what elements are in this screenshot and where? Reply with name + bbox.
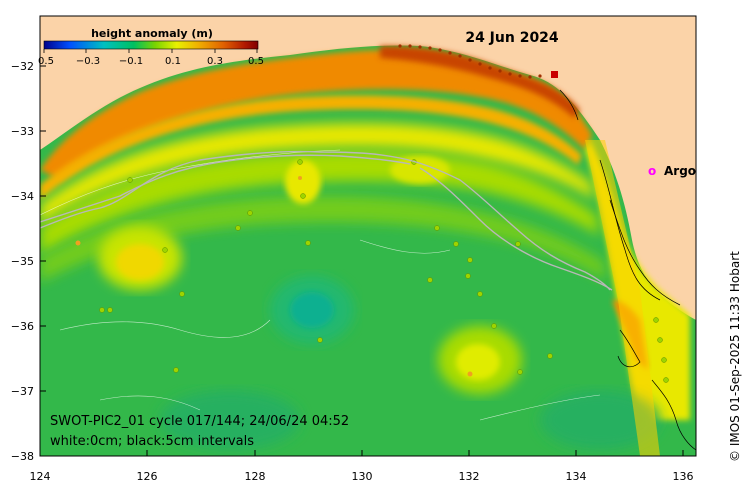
low-eddy-center-core <box>290 292 334 328</box>
y-tick-label: −37 <box>11 385 34 398</box>
y-tick-label: −34 <box>11 190 34 203</box>
low-eddy-southeast <box>540 390 660 450</box>
coastal-deep-band <box>380 46 580 118</box>
x-axis <box>39 450 684 456</box>
station-marker <box>551 71 558 78</box>
x-tick-label: 134 <box>566 470 587 483</box>
swot-swath <box>585 140 660 456</box>
annotation-line-2: white:0cm; black:5cm intervals <box>50 434 254 449</box>
x-tick-label: 124 <box>30 470 51 483</box>
colorbar: height anomaly (m) 0.5 −0.3 −0.1 0.1 0.3… <box>38 27 264 67</box>
y-tick-label: −35 <box>11 255 34 268</box>
argo-coastal-dots <box>398 44 542 79</box>
colorbar-tick: −0.1 <box>119 56 143 67</box>
argo-marker-icon: o <box>648 164 656 178</box>
x-tick-label: 136 <box>673 470 694 483</box>
y-axis <box>40 65 46 457</box>
credit-text: © IMOS 01-Sep-2025 11:33 Hobart <box>728 251 742 462</box>
colorbar-tick: −0.3 <box>76 56 100 67</box>
colorbar-label: height anomaly (m) <box>91 27 213 40</box>
y-axis-labels: −32 −33 −34 −35 −36 −37 −38 <box>11 60 34 463</box>
lime-band <box>40 151 600 255</box>
argo-legend: o Argo <box>648 164 696 178</box>
y-tick-label: −32 <box>11 60 34 73</box>
orange-mid-band <box>40 95 582 200</box>
annotation-line-1: SWOT-PIC2_01 cycle 017/144; 24/06/24 04:… <box>50 414 349 429</box>
coastal-contours <box>559 89 696 451</box>
colorbar-tick-marks <box>43 49 258 53</box>
plot-area <box>40 16 696 456</box>
warm-eddy-west-core <box>116 244 164 280</box>
colorbar-tick-labels: 0.5 −0.3 −0.1 0.1 0.3 0.5 <box>38 56 264 67</box>
light-green-band <box>40 196 606 282</box>
drifter-dots <box>99 159 669 383</box>
warm-eddy-south-core <box>456 344 500 380</box>
colorbar-tick: 0.3 <box>207 56 223 67</box>
colorbar-tick: 0.5 <box>248 56 264 67</box>
x-tick-label: 128 <box>245 470 266 483</box>
map-title: 24 Jun 2024 <box>465 30 559 46</box>
y-tick-label: −33 <box>11 125 34 138</box>
colorbar-gradient <box>43 40 259 50</box>
colorbar-tick: 0.5 <box>38 56 54 67</box>
y-tick-label: −36 <box>11 320 34 333</box>
warm-eddy-north-2 <box>390 156 450 184</box>
yellow-band <box>40 123 596 225</box>
orange-drifter-dots <box>75 176 473 377</box>
x-tick-label: 126 <box>137 470 158 483</box>
warm-eddy-north <box>285 160 321 204</box>
y-tick-label: −38 <box>11 450 34 463</box>
x-axis-labels: 124 126 128 130 132 134 136 <box>30 470 694 483</box>
coastal-orange-band <box>40 49 592 181</box>
bathymetry-lines <box>40 150 613 291</box>
x-tick-label: 132 <box>459 470 480 483</box>
plot-frame <box>39 15 697 457</box>
low-eddy-south <box>160 390 300 450</box>
x-tick-label: 130 <box>352 470 373 483</box>
colorbar-tick: 0.1 <box>165 56 181 67</box>
argo-legend-label: Argo <box>664 164 696 178</box>
